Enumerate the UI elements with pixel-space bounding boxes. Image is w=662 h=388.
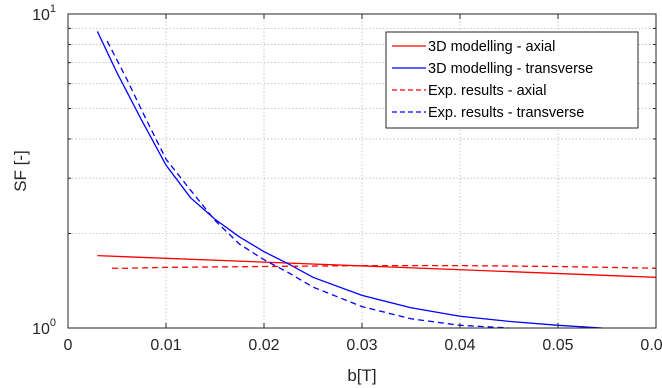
legend-box xyxy=(385,31,639,129)
series-line-2 xyxy=(96,31,603,329)
legend-label-1: 3D modelling - axial xyxy=(428,39,555,55)
legend-label-2: 3D modelling - transverse xyxy=(428,61,593,77)
series-line-1 xyxy=(97,254,657,278)
y-tick-label: 100 xyxy=(32,317,56,338)
legend-label-3: Exp. results - axial xyxy=(428,83,546,99)
x-tick-label: 0.02 xyxy=(248,337,279,354)
legend: 3D modelling - axial 3D modelling - trans… xyxy=(385,31,639,129)
x-tick-label: 0.01 xyxy=(150,337,181,354)
y-tick-label: 101 xyxy=(32,3,56,24)
x-tick-label: 0 xyxy=(64,337,73,354)
x-tick-label: 0.03 xyxy=(346,337,377,354)
x-tick-label: 0.06 xyxy=(640,337,662,354)
series-lines xyxy=(96,31,657,329)
y-axis-label: SF [-] xyxy=(11,150,30,192)
x-tick-label: 0.05 xyxy=(542,337,573,354)
x-axis-label: b[T] xyxy=(347,366,376,385)
axis-ticks: 0 0.01 0.02 0.03 0.04 0.05 0.06 100 101 xyxy=(32,3,662,354)
x-tick-label: 0.04 xyxy=(444,337,475,354)
series-line-3 xyxy=(112,264,657,269)
series-line-4 xyxy=(106,40,510,329)
legend-label-4: Exp. results - transverse xyxy=(428,105,584,121)
